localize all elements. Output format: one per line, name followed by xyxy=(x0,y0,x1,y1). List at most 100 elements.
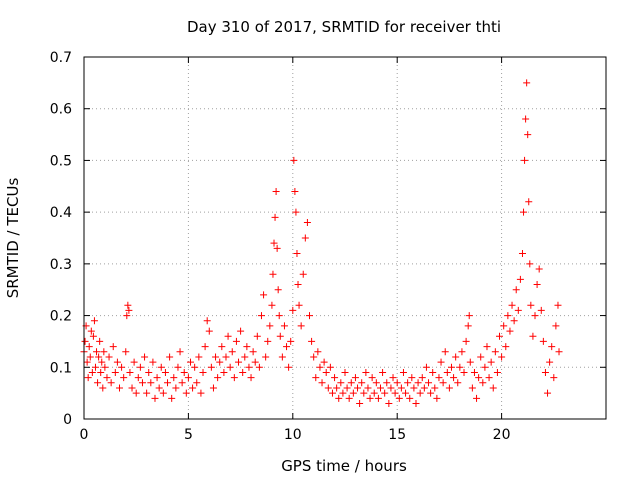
data-point-marker xyxy=(255,363,263,371)
data-point-marker xyxy=(103,374,111,382)
data-point-marker xyxy=(397,384,405,392)
data-point-marker xyxy=(546,358,554,366)
data-point-marker xyxy=(324,384,332,392)
data-point-marker xyxy=(458,348,466,356)
data-point-marker xyxy=(239,368,247,376)
data-point-marker xyxy=(441,348,449,356)
data-point-marker xyxy=(184,374,192,382)
data-point-marker xyxy=(125,306,133,314)
data-point-marker xyxy=(91,363,99,371)
data-point-marker xyxy=(100,348,108,356)
data-point-marker xyxy=(479,379,487,387)
data-point-marker xyxy=(247,374,255,382)
data-point-marker xyxy=(145,368,153,376)
y-tick-label: 0.2 xyxy=(50,309,72,325)
data-point-marker xyxy=(87,327,95,335)
data-point-marker xyxy=(126,368,134,376)
data-point-marker xyxy=(393,379,401,387)
data-point-marker xyxy=(120,374,128,382)
data-point-marker xyxy=(180,368,188,376)
data-point-marker xyxy=(262,353,270,361)
data-point-marker xyxy=(529,332,537,340)
chart-title: Day 310 of 2017, SRMTID for receiver tht… xyxy=(187,18,501,36)
data-point-marker xyxy=(402,389,410,397)
data-point-marker xyxy=(520,208,528,216)
data-point-marker xyxy=(364,384,372,392)
data-point-marker xyxy=(374,394,382,402)
data-point-marker xyxy=(157,363,165,371)
data-point-marker xyxy=(316,363,324,371)
data-point-marker xyxy=(172,384,180,392)
data-point-marker xyxy=(101,363,109,371)
data-point-marker xyxy=(489,384,497,392)
data-point-marker xyxy=(207,363,215,371)
data-point-marker xyxy=(477,353,485,361)
data-point-marker xyxy=(271,213,279,221)
data-point-marker xyxy=(178,379,186,387)
data-point-marker xyxy=(205,327,213,335)
data-point-marker xyxy=(525,198,533,206)
data-point-marker xyxy=(518,250,526,258)
data-point-marker xyxy=(358,379,366,387)
data-point-marker xyxy=(289,306,297,314)
data-point-marker xyxy=(349,389,357,397)
data-point-marker xyxy=(83,358,91,366)
data-point-marker xyxy=(460,368,468,376)
data-point-marker xyxy=(514,306,522,314)
data-point-marker xyxy=(197,389,205,397)
data-point-marker xyxy=(291,187,299,195)
data-point-marker xyxy=(168,394,176,402)
data-point-marker xyxy=(107,379,115,387)
data-point-marker xyxy=(191,363,199,371)
data-point-marker xyxy=(487,358,495,366)
data-point-marker xyxy=(124,301,132,309)
data-point-marker xyxy=(360,389,368,397)
data-point-marker xyxy=(105,353,113,361)
data-point-marker xyxy=(273,244,281,252)
data-point-marker xyxy=(522,115,530,123)
data-point-marker xyxy=(473,394,481,402)
data-point-marker xyxy=(483,343,491,351)
x-tick-label: 20 xyxy=(493,427,511,443)
data-point-marker xyxy=(408,374,416,382)
data-point-marker xyxy=(354,384,362,392)
data-point-marker xyxy=(84,374,92,382)
data-points xyxy=(80,79,563,407)
data-point-marker xyxy=(391,389,399,397)
data-point-marker xyxy=(500,322,508,330)
data-point-marker xyxy=(285,363,293,371)
data-point-marker xyxy=(524,131,532,139)
data-point-marker xyxy=(159,389,167,397)
data-point-marker xyxy=(389,374,397,382)
data-point-marker xyxy=(445,384,453,392)
data-point-marker xyxy=(541,368,549,376)
data-point-marker xyxy=(343,384,351,392)
data-point-marker xyxy=(328,389,336,397)
data-point-marker xyxy=(351,374,359,382)
data-point-marker xyxy=(347,379,355,387)
data-point-marker xyxy=(237,327,245,335)
data-point-marker xyxy=(481,363,489,371)
data-point-marker xyxy=(555,348,563,356)
data-point-marker xyxy=(249,348,257,356)
data-point-marker xyxy=(266,322,274,330)
data-point-marker xyxy=(395,394,403,402)
data-point-marker xyxy=(212,353,220,361)
data-point-marker xyxy=(523,79,531,87)
data-point-marker xyxy=(333,384,341,392)
data-point-marker xyxy=(189,384,197,392)
data-point-marker xyxy=(118,363,126,371)
data-point-marker xyxy=(268,301,276,309)
data-point-marker xyxy=(216,358,224,366)
data-point-marker xyxy=(123,312,131,320)
data-point-marker xyxy=(512,286,520,294)
data-point-marker xyxy=(182,389,190,397)
data-point-marker xyxy=(326,363,334,371)
data-point-marker xyxy=(439,379,447,387)
data-point-marker xyxy=(468,384,476,392)
data-point-marker xyxy=(186,358,194,366)
data-point-marker xyxy=(450,374,458,382)
data-point-marker xyxy=(134,374,142,382)
data-point-marker xyxy=(470,368,478,376)
